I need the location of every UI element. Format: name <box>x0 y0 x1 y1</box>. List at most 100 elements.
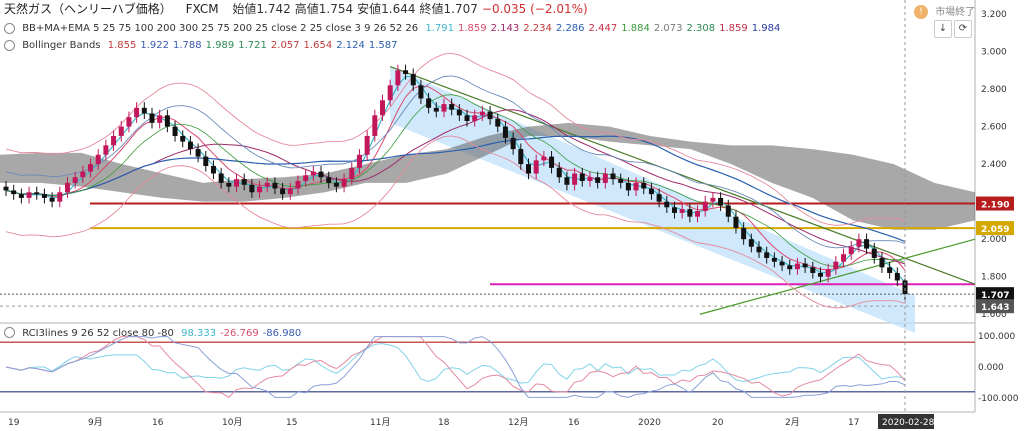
candle-body <box>126 117 132 127</box>
legend-value: 1.587 <box>368 40 398 51</box>
legend-value: 1.654 <box>303 40 333 51</box>
ohlc-value: −0.035 (−2.01%) <box>481 2 588 16</box>
candle-body <box>610 173 616 180</box>
ma-line <box>5 135 906 243</box>
candle-body <box>741 227 747 240</box>
legend-value: 2.124 <box>336 40 365 51</box>
rci-legend-label: RCI3lines 9 26 52 close 80 -80 <box>22 327 174 339</box>
visibility-icon[interactable] <box>4 327 15 338</box>
market-status: ! 市場終了 <box>914 3 975 19</box>
time-tick-label: 20 <box>712 418 724 428</box>
legend-value: 1.721 <box>238 40 267 51</box>
candle-body <box>433 107 439 112</box>
candle-body <box>710 197 716 202</box>
price-tick-label: 3.000 <box>981 48 1007 58</box>
time-tick-label: 18 <box>438 418 450 428</box>
price-label: 2.190 <box>981 201 1009 211</box>
candle-body <box>871 248 877 258</box>
candle-body <box>241 179 247 185</box>
candle-body <box>395 70 401 86</box>
ma-legend[interactable]: BB+MA+EMA 5 25 75 100 200 300 25 75 200 … <box>4 22 788 36</box>
rci-line <box>5 336 906 399</box>
candle-body <box>564 177 570 185</box>
candle-body <box>833 261 839 270</box>
candle-body <box>49 197 55 202</box>
legend-value: 1.788 <box>172 40 202 51</box>
candle-body <box>825 269 831 277</box>
bollinger-upper <box>5 52 906 226</box>
candle-body <box>203 156 209 166</box>
time-tick-label: 10月 <box>222 417 242 428</box>
ma-line <box>5 94 906 267</box>
candle-body <box>280 188 286 195</box>
legend-value: 2.143 <box>490 23 520 34</box>
candle-body <box>856 239 862 247</box>
candle-body <box>287 188 293 195</box>
candle-body <box>518 149 524 165</box>
visibility-icon[interactable] <box>4 22 15 34</box>
candle-body <box>841 254 847 262</box>
time-tick-label: 16 <box>568 418 580 428</box>
candle-body <box>218 173 224 183</box>
time-tick-label: 2月 <box>785 417 800 428</box>
refresh-icon[interactable]: ⟳ <box>954 20 972 38</box>
candle-body <box>449 104 455 110</box>
candle-body <box>210 166 216 174</box>
candle-body <box>802 263 808 268</box>
candle-body <box>380 100 386 116</box>
candle-body <box>349 167 355 180</box>
candle-body <box>326 177 332 183</box>
candle-body <box>95 154 101 165</box>
legend-value: 2.234 <box>523 23 552 34</box>
rci-legend[interactable]: RCI3lines 9 26 52 close 80 -80 98.333 -26… <box>4 327 309 339</box>
symbol-header: 天然ガス（ヘンリーハブ価格） FXCM 始値1.742 高値1.754 安値1.64… <box>4 2 596 16</box>
candle-body <box>472 115 478 121</box>
candle-body <box>318 171 324 178</box>
candle-body <box>864 239 870 249</box>
price-label: 2.059 <box>981 225 1009 235</box>
bb-legend[interactable]: Bollinger Bands 1.855 1.922 1.788 1.989 1.72… <box>4 39 405 53</box>
candle-body <box>618 179 624 183</box>
candle-body <box>18 194 24 198</box>
candle-body <box>879 257 885 268</box>
time-tick-label: 12月 <box>508 417 528 428</box>
candle-body <box>541 156 547 161</box>
bb-legend-label: Bollinger Bands <box>22 40 101 51</box>
legend-value: 1.855 <box>107 40 137 51</box>
legend-value: -86.980 <box>262 327 302 339</box>
candle-body <box>57 192 63 202</box>
candle-body <box>364 135 370 155</box>
candle-body <box>141 107 147 114</box>
candle-body <box>725 205 731 217</box>
candle-body <box>794 263 800 270</box>
candle-body <box>664 201 670 208</box>
candle-body <box>164 115 170 127</box>
price-tick-label: 2.000 <box>981 235 1007 245</box>
candle-body <box>695 211 701 217</box>
candle-body <box>556 167 562 178</box>
candle-body <box>3 186 9 191</box>
candle-body <box>226 182 232 187</box>
candle-body <box>894 272 900 281</box>
ohlc-label: 終値 <box>419 2 444 16</box>
trend-line <box>389 65 976 285</box>
candle-body <box>633 182 639 191</box>
candle-body <box>602 173 608 183</box>
visibility-icon[interactable] <box>4 39 15 51</box>
legend-value: 1.791 <box>425 23 454 34</box>
candle-body <box>26 192 32 198</box>
candle-body <box>456 109 462 116</box>
bollinger-mid <box>5 75 906 249</box>
candle-body <box>341 179 347 187</box>
download-icon[interactable]: ↓ <box>934 20 952 38</box>
ohlc-label: 始値 <box>232 2 257 16</box>
time-tick-label: 15 <box>286 418 297 428</box>
candle-body <box>817 272 823 277</box>
candle-body <box>410 74 416 86</box>
legend-value: 1.922 <box>140 40 169 51</box>
ohlc-value: 1.742 <box>256 2 291 16</box>
candle-body <box>41 194 47 198</box>
ohlc-label: 高値 <box>294 2 319 16</box>
date-cursor-label: 2020-02-28 <box>882 418 935 428</box>
